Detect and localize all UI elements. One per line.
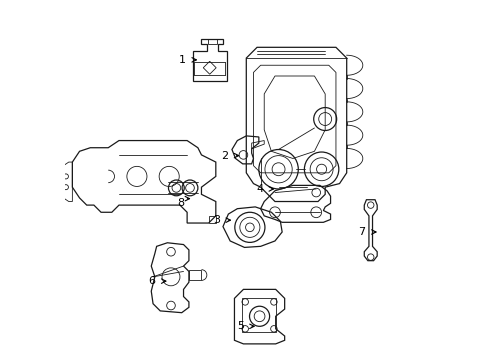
Text: 4: 4 (256, 184, 263, 194)
Text: 3: 3 (213, 215, 220, 225)
Text: 5: 5 (236, 321, 244, 331)
Text: 6: 6 (148, 276, 155, 286)
Text: 1: 1 (179, 55, 185, 65)
Text: 8: 8 (177, 198, 184, 208)
Text: 7: 7 (358, 227, 365, 237)
Text: 2: 2 (221, 150, 228, 161)
